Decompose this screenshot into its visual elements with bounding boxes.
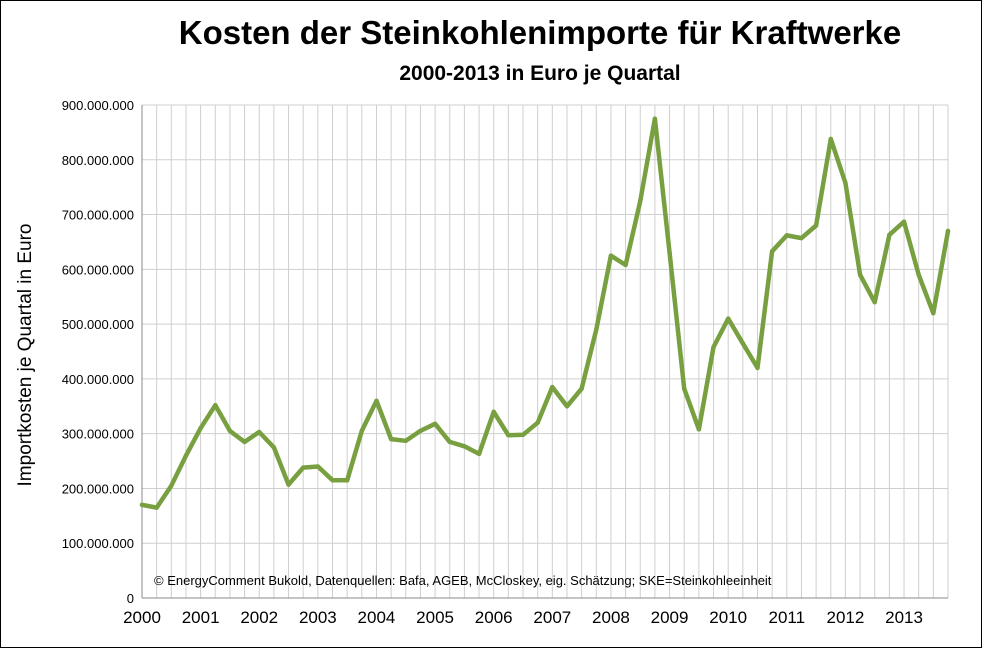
x-tick-label: 2012 [827, 608, 865, 627]
data-point [462, 444, 467, 449]
x-tick-label: 2005 [416, 608, 454, 627]
data-point [286, 482, 291, 487]
data-point [213, 402, 218, 408]
data-point [227, 428, 233, 434]
data-point [418, 428, 423, 434]
data-point [447, 439, 452, 445]
x-tick-label: 2013 [885, 608, 923, 627]
data-point [608, 253, 614, 258]
x-tick-label: 2001 [182, 608, 220, 627]
x-tick-label: 2004 [358, 608, 396, 627]
data-point [315, 464, 321, 469]
data-point [755, 365, 760, 371]
x-tick-label: 2000 [123, 608, 161, 627]
x-tick-label: 2008 [592, 608, 630, 627]
y-tick-label: 300.000.000 [62, 427, 134, 442]
data-point [344, 478, 350, 483]
cost-series [139, 116, 951, 510]
data-point [813, 223, 819, 228]
data-point [432, 421, 438, 427]
y-tick-labels: 0 100.000.000 200.000.000 300.000.000 400.00… [62, 98, 134, 606]
data-point [242, 439, 247, 445]
vertical-gridlines [156, 105, 949, 598]
chart-title: Kosten der Steinkohlenimporte für Kraftw… [178, 14, 902, 51]
x-tick-label: 2007 [533, 608, 571, 627]
data-point [257, 429, 262, 435]
data-point [169, 483, 174, 488]
y-tick-label: 900.000.000 [62, 98, 134, 113]
data-point [491, 409, 496, 414]
x-tick-label: 2003 [299, 608, 337, 627]
series-line [139, 116, 951, 510]
data-point [682, 386, 687, 391]
data-point [769, 249, 775, 254]
data-point [506, 433, 511, 438]
x-tick-label: 2010 [709, 608, 747, 627]
data-point [520, 432, 526, 437]
y-tick-label: 500.000.000 [62, 317, 134, 332]
data-point [799, 235, 804, 241]
data-point [652, 116, 658, 121]
data-point [872, 300, 877, 305]
data-point [623, 262, 628, 268]
data-point [784, 233, 789, 238]
x-tick-labels: 2000 2001 2002 2003 2004 2005 2006 2007 2008 2009… [123, 608, 923, 627]
data-point [638, 198, 643, 204]
data-point [330, 478, 335, 483]
data-point [843, 180, 848, 185]
chart-subtitle: 2000-2013 in Euro je Quartal [399, 62, 681, 85]
data-point [403, 438, 408, 443]
y-tick-label: 700.000.000 [62, 208, 134, 223]
data-point [271, 445, 277, 450]
data-point [828, 136, 833, 142]
data-point [857, 272, 863, 278]
data-point [916, 272, 921, 278]
data-point [388, 436, 394, 442]
x-tick-label: 2009 [651, 608, 689, 627]
data-point [667, 250, 672, 256]
data-point [579, 386, 584, 391]
data-point [550, 384, 555, 390]
data-point [374, 398, 379, 403]
y-tick-label: 0 [127, 591, 134, 606]
y-tick-label: 400.000.000 [62, 372, 134, 387]
y-tick-label: 600.000.000 [62, 262, 134, 277]
data-point [931, 310, 936, 316]
data-point [711, 344, 716, 350]
x-tick-label: 2002 [240, 608, 278, 627]
source-annotation: © EnergyComment Bukold, Datenquellen: Ba… [154, 573, 772, 588]
horizontal-gridlines [142, 104, 948, 544]
y-tick-label: 800.000.000 [62, 153, 134, 168]
x-tick-label: 2006 [475, 608, 513, 627]
data-point [535, 420, 540, 425]
data-point [198, 425, 203, 431]
data-point [154, 505, 159, 510]
data-point [183, 453, 189, 458]
data-point [945, 228, 951, 234]
x-tick-label: 2011 [769, 608, 806, 627]
data-point [887, 232, 892, 238]
data-point [901, 219, 907, 224]
y-tick-label: 200.000.000 [62, 481, 134, 496]
data-point [740, 341, 746, 346]
data-point [301, 465, 306, 470]
data-point [476, 451, 482, 457]
data-point [725, 316, 731, 321]
data-point [696, 427, 702, 432]
axes [141, 105, 948, 599]
data-point [139, 502, 145, 508]
data-point [594, 327, 599, 332]
y-tick-label: 100.000.000 [62, 536, 134, 551]
data-point [564, 404, 570, 409]
data-point [359, 428, 365, 434]
